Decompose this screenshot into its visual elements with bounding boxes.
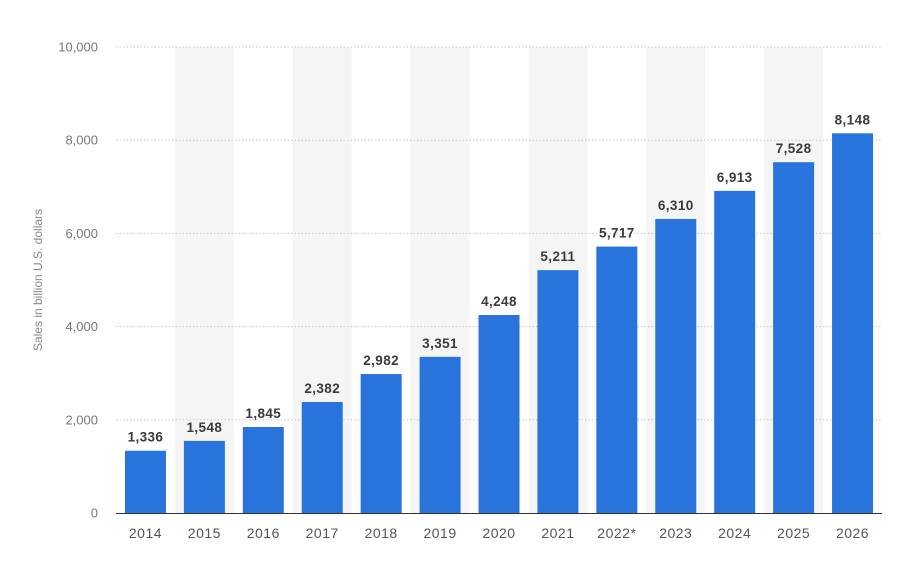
x-tick-label: 2014 <box>129 525 162 541</box>
data-label: 1,845 <box>245 406 281 421</box>
y-tick-label: 6,000 <box>65 226 98 241</box>
x-tick-label: 2017 <box>306 525 339 541</box>
column-band <box>174 47 234 513</box>
x-tick-label: 2020 <box>482 525 515 541</box>
bar-2025[interactable] <box>773 162 815 514</box>
bar-2024[interactable] <box>714 190 756 514</box>
bar-2016[interactable] <box>242 427 284 513</box>
data-label: 6,310 <box>658 198 694 213</box>
bars <box>124 133 874 514</box>
data-label: 3,351 <box>422 336 458 351</box>
bar-2021[interactable] <box>537 270 579 513</box>
data-label: 7,528 <box>776 141 812 156</box>
y-axis-ticks: 0 2,000 4,000 6,000 8,000 10,000 <box>58 40 98 521</box>
data-label: 5,211 <box>540 249 575 264</box>
y-tick-label: 2,000 <box>65 412 98 427</box>
x-tick-label: 2024 <box>718 525 751 541</box>
data-label: 8,148 <box>835 112 871 127</box>
value-labels: 1,336 1,548 1,845 2,382 2,982 3,351 4,248 5,211… <box>128 112 871 444</box>
bar-2015[interactable] <box>183 440 225 513</box>
bar-2018[interactable] <box>360 374 402 513</box>
data-label: 6,913 <box>717 170 753 185</box>
bar-2023[interactable] <box>655 218 697 514</box>
y-axis-label: Sales in billion U.S. dollars <box>31 209 45 351</box>
x-tick-label: 2021 <box>541 525 574 541</box>
x-tick-label: 2022* <box>597 525 636 541</box>
bar-2017[interactable] <box>301 401 343 513</box>
x-tick-label: 2023 <box>659 525 692 541</box>
bar-2026[interactable] <box>832 133 874 513</box>
x-tick-label: 2015 <box>188 525 221 541</box>
data-label: 1,548 <box>186 420 222 435</box>
data-label: 1,336 <box>128 430 164 445</box>
bar-2022[interactable] <box>596 246 638 513</box>
x-tick-label: 2016 <box>247 525 280 541</box>
y-tick-label: 8,000 <box>65 133 98 148</box>
y-tick-label: 0 <box>91 506 98 521</box>
x-axis-ticks: 2014 2015 2016 2017 2018 2019 2020 2021 2022* 202… <box>129 525 869 541</box>
bar-2020[interactable] <box>478 315 520 513</box>
data-label: 5,717 <box>599 226 635 241</box>
x-tick-label: 2018 <box>365 525 398 541</box>
bar-2019[interactable] <box>419 356 461 513</box>
data-label: 2,982 <box>363 353 399 368</box>
x-tick-label: 2019 <box>423 525 456 541</box>
y-tick-label: 10,000 <box>58 40 98 55</box>
data-label: 4,248 <box>481 294 517 309</box>
bar-2014[interactable] <box>124 450 166 513</box>
x-tick-label: 2025 <box>777 525 810 541</box>
data-label: 2,382 <box>304 381 340 396</box>
y-tick-label: 4,000 <box>65 319 98 334</box>
x-tick-label: 2026 <box>836 525 869 541</box>
